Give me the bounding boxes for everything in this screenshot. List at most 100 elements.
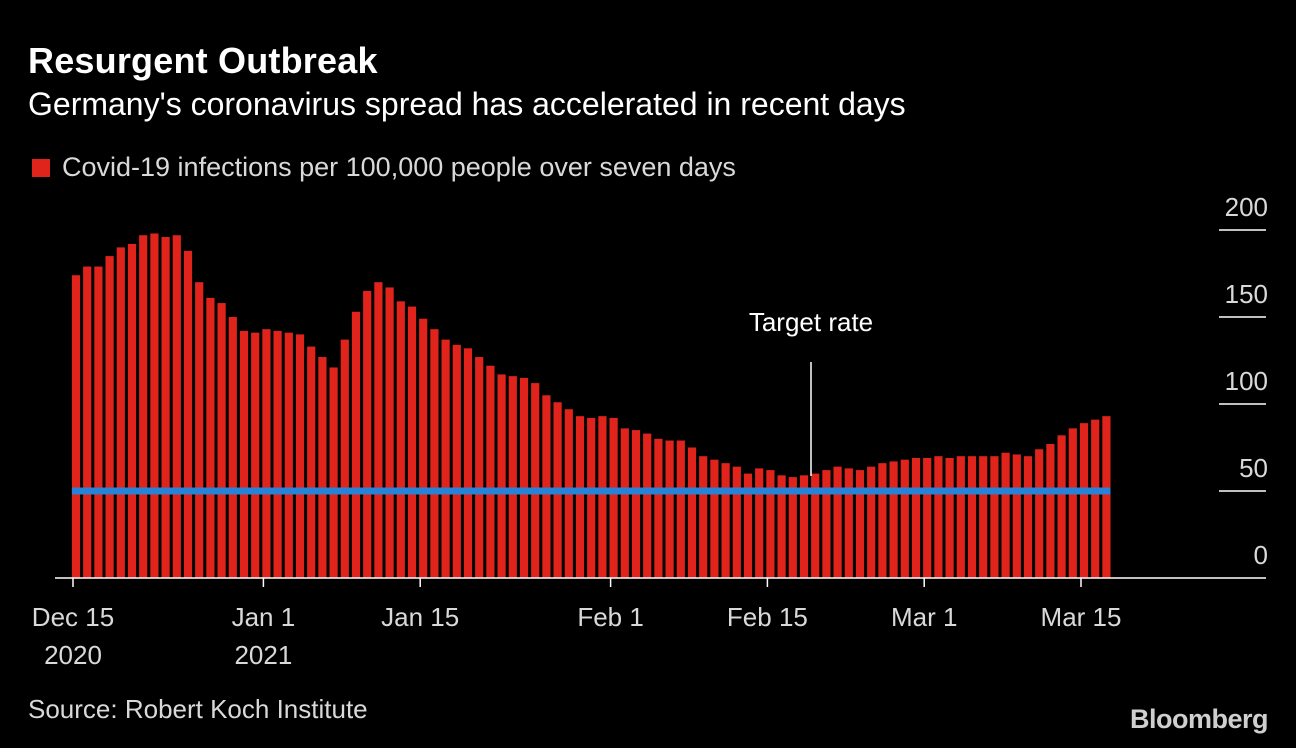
bar (598, 416, 607, 578)
bar (631, 430, 641, 578)
bar (900, 459, 909, 578)
bar (620, 428, 629, 578)
bar (844, 468, 853, 578)
bar (486, 365, 495, 578)
bar (228, 317, 237, 578)
chart-title: Resurgent Outbreak (28, 40, 378, 81)
bar (710, 459, 719, 578)
bar (150, 233, 159, 579)
legend-swatch (32, 158, 50, 177)
y-tick-label: 150 (1225, 279, 1268, 309)
x-tick-sublabel: 2021 (234, 640, 292, 670)
bar (956, 456, 965, 578)
x-tick-label: Feb 1 (577, 602, 644, 632)
bar (665, 440, 674, 578)
bar (340, 339, 349, 578)
bar (1091, 419, 1100, 578)
bar (777, 475, 786, 578)
bar (83, 266, 92, 578)
bar (979, 456, 988, 578)
bar (743, 473, 753, 578)
x-tick-label: Mar 15 (1041, 602, 1122, 632)
x-tick-label: Feb 15 (727, 602, 808, 632)
bar (1057, 435, 1066, 578)
bar (967, 456, 977, 578)
bar (508, 376, 517, 578)
bar (71, 275, 81, 578)
bar (934, 456, 943, 578)
bar (105, 256, 114, 578)
bar (295, 334, 305, 578)
bar (766, 470, 775, 578)
bar (833, 466, 842, 578)
x-tick-label: Mar 1 (891, 602, 957, 632)
bar (1046, 444, 1055, 578)
x-tick-label: Jan 15 (381, 602, 459, 632)
bar (1102, 416, 1111, 578)
source-note: Source: Robert Koch Institute (28, 694, 368, 724)
bar (542, 395, 551, 578)
bar (318, 357, 327, 578)
bar (239, 330, 249, 578)
bar (497, 374, 506, 578)
bar (811, 473, 820, 578)
bar (463, 348, 473, 578)
bar (452, 344, 461, 578)
bar (531, 383, 540, 578)
x-tick-label: Jan 1 (232, 602, 296, 632)
bar (116, 247, 125, 578)
bar (923, 457, 932, 578)
bar (374, 282, 383, 578)
bar (867, 466, 876, 578)
bar (855, 470, 865, 578)
bar (217, 303, 226, 578)
bar (351, 311, 361, 578)
bar (161, 236, 170, 578)
bar (307, 346, 316, 578)
bar (94, 266, 103, 578)
bar (1001, 452, 1010, 578)
bar (1068, 428, 1077, 578)
bar (755, 468, 764, 578)
y-tick-label: 50 (1239, 453, 1268, 483)
annotation-label: Target rate (749, 307, 873, 337)
bar (519, 377, 529, 578)
y-tick-label: 0 (1254, 540, 1268, 570)
bar (206, 297, 215, 578)
y-tick-label: 200 (1225, 192, 1268, 222)
bar (172, 235, 181, 578)
bar (1023, 456, 1033, 578)
bar (1035, 449, 1044, 578)
bar (385, 287, 394, 578)
bar (822, 470, 831, 578)
legend: Covid-19 infections per 100,000 people o… (32, 152, 736, 183)
bar (1079, 423, 1089, 578)
bar (699, 456, 708, 578)
bar (251, 332, 260, 578)
bar (643, 433, 652, 578)
bar (139, 235, 148, 578)
bar (430, 329, 439, 578)
bar (878, 463, 887, 578)
bar (396, 301, 405, 578)
bar (799, 475, 809, 578)
bar (889, 461, 898, 578)
bar (945, 457, 954, 578)
bar (911, 457, 921, 578)
bar (609, 417, 618, 578)
bar (284, 332, 293, 578)
bar (441, 339, 450, 578)
bar (587, 417, 596, 578)
x-tick-sublabel: 2020 (44, 640, 102, 670)
bar (273, 330, 282, 578)
bar (575, 416, 585, 578)
bar (654, 438, 663, 578)
y-tick-label: 100 (1225, 366, 1268, 396)
bar (407, 306, 417, 578)
bar (475, 357, 484, 578)
bar (262, 329, 271, 578)
bar (127, 243, 137, 579)
bar (419, 318, 428, 578)
